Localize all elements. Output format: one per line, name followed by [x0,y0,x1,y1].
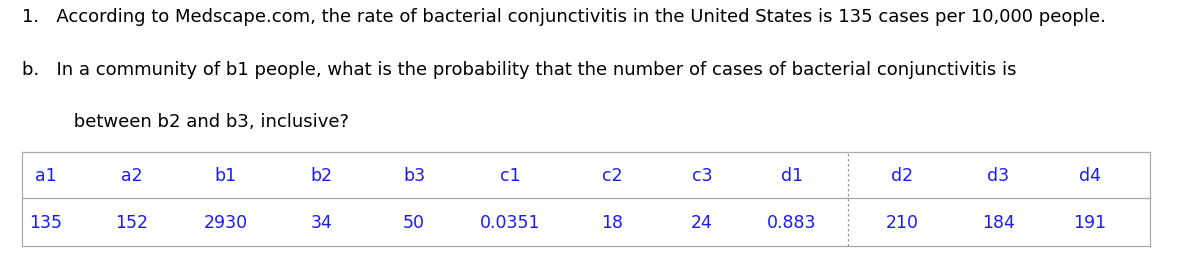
Text: 2930: 2930 [204,213,247,231]
Text: 152: 152 [115,213,149,231]
Text: a1: a1 [35,166,56,184]
Text: 0.883: 0.883 [767,213,817,231]
Text: 191: 191 [1073,213,1106,231]
Text: 184: 184 [982,213,1015,231]
Text: d2: d2 [892,166,913,184]
Text: 18: 18 [601,213,623,231]
Text: d1: d1 [781,166,803,184]
Text: b1: b1 [215,166,236,184]
Text: b2: b2 [311,166,332,184]
Text: 0.0351: 0.0351 [480,213,540,231]
Text: b3: b3 [403,166,425,184]
Text: c3: c3 [691,166,713,184]
Text: d3: d3 [988,166,1009,184]
Text: 24: 24 [691,213,713,231]
Text: c1: c1 [499,166,521,184]
Text: b.   In a community of b1 people, what is the probability that the number of cas: b. In a community of b1 people, what is … [22,61,1016,79]
Text: 1.   According to Medscape.com, the rate of bacterial conjunctivitis in the Unit: 1. According to Medscape.com, the rate o… [22,8,1105,26]
Text: between b2 and b3, inclusive?: between b2 and b3, inclusive? [22,113,349,131]
Text: 135: 135 [29,213,62,231]
Text: 50: 50 [403,213,425,231]
Text: a2: a2 [121,166,143,184]
Text: 210: 210 [886,213,919,231]
Text: d4: d4 [1079,166,1100,184]
Text: 34: 34 [311,213,332,231]
Text: c2: c2 [601,166,623,184]
